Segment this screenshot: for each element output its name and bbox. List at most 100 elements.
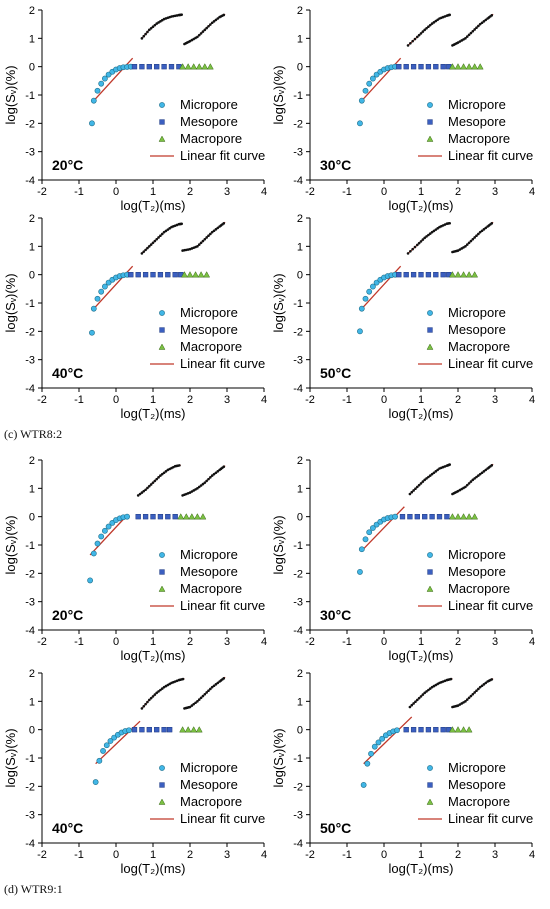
y-tick-label: -3 — [293, 597, 303, 609]
trend-point — [181, 677, 185, 681]
x-tick-label: 0 — [381, 186, 387, 198]
trend-point — [157, 236, 160, 239]
mesopore-point — [440, 64, 446, 70]
legend-label-0: Micropore — [448, 305, 506, 320]
y-tick-label: 0 — [297, 725, 303, 737]
trend-point — [430, 230, 434, 234]
trend-point — [469, 694, 473, 698]
trend-point — [430, 472, 434, 476]
trend-point — [222, 222, 226, 225]
trend-point — [197, 243, 201, 246]
trend-point — [162, 471, 166, 475]
macropore-point — [197, 271, 205, 278]
y-tick-label: -1 — [293, 540, 303, 552]
x-tick-label: 2 — [187, 849, 193, 861]
legend-label-2: Macropore — [448, 581, 510, 596]
legend-marker-mesopore — [159, 782, 165, 788]
trend-point — [434, 19, 438, 23]
macropore-point — [184, 63, 192, 70]
micropore-point — [362, 536, 369, 543]
caption-d: (d) WTR9:1 — [4, 882, 63, 896]
x-tick-label: -2 — [305, 186, 315, 198]
x-tick-label: 3 — [224, 849, 230, 861]
trend-point — [465, 35, 469, 38]
trend-point — [197, 33, 201, 37]
mesopore-point — [172, 272, 178, 278]
legend-label-2: Macropore — [180, 131, 242, 146]
micropore-point — [392, 513, 398, 520]
micropore-point — [375, 739, 382, 746]
trend-point — [412, 489, 415, 492]
mesopore-point — [433, 64, 439, 70]
x-tick-label: 2 — [187, 636, 193, 648]
mesopore-point — [161, 727, 167, 733]
micropore-point — [357, 569, 363, 575]
macropore-point — [454, 271, 462, 278]
temperature-label: 50°C — [320, 365, 351, 381]
macropore-point — [449, 271, 456, 278]
linear-fit-line — [361, 506, 405, 552]
macropore-point — [476, 63, 484, 70]
x-tick-label: 2 — [455, 186, 461, 198]
trend-point — [214, 683, 218, 686]
trend-point — [197, 698, 201, 701]
trend-point — [430, 22, 434, 25]
trend-point — [207, 234, 210, 238]
mesopore-point — [172, 514, 178, 520]
trend-point — [148, 245, 151, 248]
macropore-point — [465, 726, 473, 733]
mesopore-point — [396, 272, 402, 278]
x-tick-label: 2 — [455, 394, 461, 406]
trend-point — [180, 13, 183, 16]
macropore-point — [460, 513, 467, 520]
chart-panel-c-30: -2 -1 0 1 2 3 4 2 1 0 -1 -2 -3 -4 log(T₂)(ms) log(Sᵥ)(%… — [271, 5, 535, 213]
trend-point — [142, 34, 146, 38]
y-tick-label: -2 — [293, 118, 303, 130]
trend-point — [428, 232, 432, 235]
trend-point — [480, 21, 484, 25]
chart-panel-c-40: -2 -1 0 1 2 3 4 2 1 0 -1 -2 -3 -4 log(T₂)(ms) log(Sᵥ)(%… — [3, 213, 267, 421]
y-tick-label: -2 — [293, 781, 303, 793]
y-tick-label: 0 — [29, 270, 35, 282]
legend-marker-micropore — [427, 765, 433, 771]
macropore-point — [186, 271, 194, 278]
mesopore-point — [403, 272, 409, 278]
micropore-point — [90, 550, 97, 557]
x-tick-label: -1 — [74, 636, 84, 648]
micropore-point — [102, 75, 108, 82]
y-tick-label: -3 — [293, 810, 303, 822]
legend-label-1: Mesopore — [180, 564, 238, 579]
trend-point — [419, 482, 423, 485]
trend-point — [166, 228, 170, 231]
trend-point — [416, 35, 419, 39]
trend-point — [475, 475, 478, 479]
trend-point — [209, 23, 212, 26]
x-tick-label: 2 — [455, 849, 461, 861]
macropore-point — [195, 726, 203, 733]
trend-point — [142, 489, 146, 493]
micropore-point — [369, 525, 376, 531]
trend-point — [413, 37, 417, 41]
macropore-point — [203, 271, 211, 278]
mesopore-point — [403, 727, 409, 733]
trend-point — [210, 474, 214, 477]
x-tick-label: -1 — [342, 636, 352, 648]
mesopore-point — [150, 514, 156, 520]
micropore-point — [364, 760, 371, 767]
micropore-point — [357, 328, 363, 335]
trend-point — [209, 687, 212, 691]
legend-label-3: Linear fit curve — [180, 148, 265, 163]
trend-point — [412, 702, 415, 705]
trend-point — [142, 250, 146, 253]
trend-line-0 — [407, 222, 451, 254]
trend-point — [155, 477, 158, 481]
legend-marker-mesopore — [159, 569, 165, 575]
mesopore-point — [410, 727, 417, 733]
macropore-point — [449, 726, 456, 733]
trend-point — [205, 691, 208, 694]
trend-point — [159, 474, 162, 477]
trend-point — [149, 483, 153, 486]
trend-point — [469, 480, 473, 483]
y-tick-label: -1 — [25, 540, 35, 552]
micropore-point — [362, 295, 369, 302]
